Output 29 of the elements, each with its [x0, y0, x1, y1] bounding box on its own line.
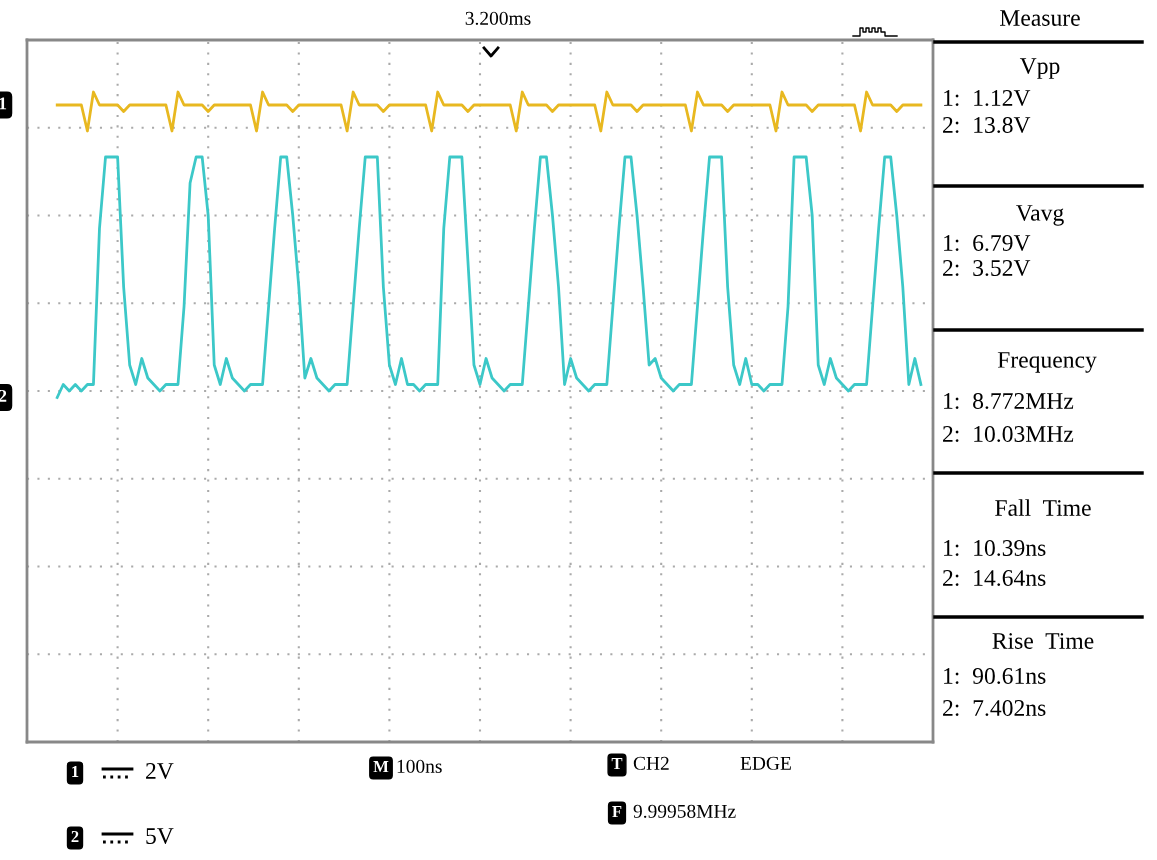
text: Frequency — [997, 352, 1097, 373]
text: 2: 14.64ns — [943, 570, 1046, 587]
text: 1: 10.39ns — [944, 539, 1046, 557]
text: F — [612, 806, 622, 818]
text: 5V — [146, 828, 174, 845]
text: 1 — [72, 766, 79, 778]
text: 2: 7.402ns — [943, 699, 1046, 717]
text: 1: 8.772MHz — [944, 392, 1074, 410]
text: 2: 3.52V — [943, 260, 1031, 277]
text: M — [373, 761, 389, 773]
text: 1 — [0, 97, 7, 110]
text: EDGE — [740, 756, 791, 770]
text: Measure — [1000, 10, 1080, 26]
text: 2 — [71, 830, 79, 843]
text: 1: 90.61ns — [944, 667, 1046, 685]
text: T — [611, 758, 623, 770]
text: CH2 — [633, 756, 669, 770]
text: 1: 6.79V — [944, 235, 1031, 252]
text: Fall Time — [995, 499, 1091, 516]
text: 3.200ms — [465, 11, 531, 25]
text: Vavg — [1016, 205, 1064, 226]
text: 100ns — [397, 759, 442, 773]
text: 9.99958MHz — [633, 804, 736, 818]
text: 2V — [146, 763, 174, 780]
text: 1: 1.12V — [944, 90, 1031, 107]
text: 2: 10.03MHz — [943, 425, 1074, 443]
text: Rise Time — [992, 633, 1094, 649]
text: 2: 13.8V — [943, 116, 1031, 134]
text: Vpp — [1019, 58, 1060, 79]
